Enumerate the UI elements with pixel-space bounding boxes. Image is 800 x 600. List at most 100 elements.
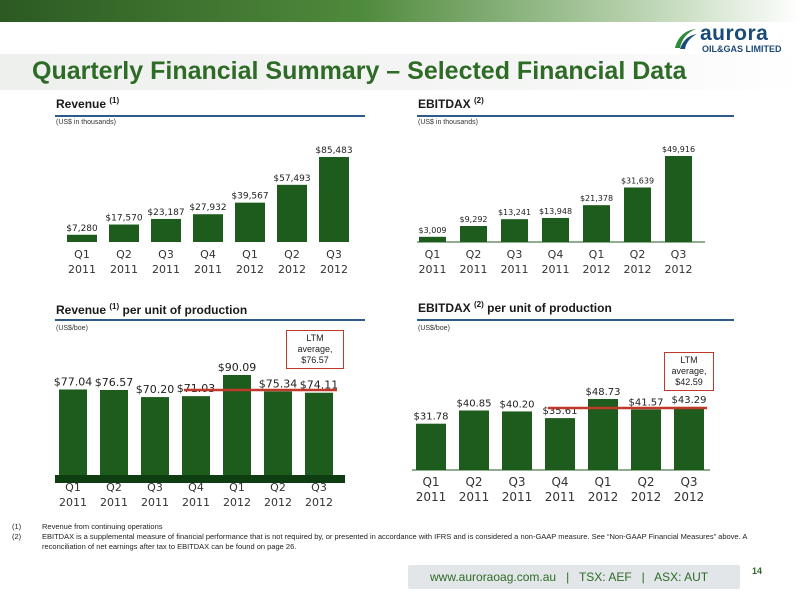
- data-label-3: $71.03: [177, 382, 216, 395]
- ebitdax-ltm-line1: LTM: [680, 355, 698, 365]
- bar-6: [319, 157, 349, 242]
- tick-quarter-2: Q3: [147, 481, 163, 494]
- bar-4: [235, 202, 265, 242]
- tick-quarter-4: Q1: [594, 475, 611, 489]
- data-label-6: $43.29: [672, 395, 707, 406]
- aurora-swoosh-logo-icon: [675, 29, 697, 49]
- bar-2: [501, 219, 528, 242]
- data-label-3: $13,948: [539, 207, 572, 216]
- tick-year-3: 2011: [542, 263, 570, 276]
- footnote-1-text: Revenue from continuing operations: [42, 522, 163, 531]
- page-number: 14: [752, 566, 763, 576]
- tick-year-2: 2011: [152, 263, 180, 276]
- revenue-per-unit-bar-chart: $77.04 Q1 2011 $76.57 Q2 2011 $70.20 Q3 2011 $71.…: [54, 361, 345, 509]
- ebitdax-title-text: EBITDAX: [418, 97, 471, 111]
- bar-5: [277, 184, 307, 242]
- data-label-1: $9,292: [460, 215, 488, 224]
- bar-4: [588, 399, 618, 470]
- bar-1: [459, 410, 489, 470]
- bar-5: [631, 409, 661, 470]
- tick-quarter-0: Q1: [425, 248, 441, 261]
- bar-3: [193, 214, 223, 242]
- tick-year-0: 2011: [68, 263, 96, 276]
- ebitdax-unit-title-text: EBITDAX: [418, 301, 471, 315]
- bar-5: [264, 391, 292, 475]
- revenue-unit-title-footnote: (1): [109, 302, 120, 311]
- revenue-ltm-line2: average,: [297, 344, 333, 354]
- ebitdax-ltm-callout: LTM average, $42.59: [664, 352, 714, 391]
- tick-quarter-5: Q2: [637, 475, 654, 489]
- tick-year-2: 2011: [501, 263, 529, 276]
- ebitdax-ltm-line3: $42.59: [675, 377, 703, 387]
- footer-bar: [408, 565, 740, 589]
- data-label-2: $23,187: [147, 208, 184, 218]
- revenue-unit-title-rule: [55, 319, 365, 321]
- tick-year-0: 2011: [59, 496, 87, 509]
- ebitdax-panel-title: EBITDAX (2): [418, 96, 484, 111]
- ebitdax-bar-chart: $3,009 Q1 2011 $9,292 Q2 2011 $13,241 Q3 2011 $13…: [417, 145, 705, 276]
- tick-year-4: 2012: [583, 263, 611, 276]
- footnote-2-number: (2): [12, 532, 22, 541]
- tick-year-0: 2011: [419, 263, 447, 276]
- bar-6: [674, 406, 704, 470]
- tick-year-5: 2012: [631, 490, 662, 504]
- revenue-title-footnote: (1): [109, 96, 120, 105]
- data-label-0: $31.78: [414, 412, 449, 423]
- data-label-2: $40.20: [500, 399, 535, 410]
- tick-quarter-3: Q4: [551, 475, 568, 489]
- tick-year-3: 2011: [194, 263, 222, 276]
- tick-year-4: 2012: [588, 490, 619, 504]
- tick-quarter-5: Q2: [630, 248, 646, 261]
- revenue-ltm-line1: LTM: [306, 333, 324, 343]
- data-label-0: $77.04: [54, 375, 93, 388]
- tick-quarter-1: Q2: [466, 248, 482, 261]
- bar-5: [624, 187, 651, 242]
- revenue-panel-title: Revenue (1): [56, 96, 119, 111]
- data-label-2: $70.20: [136, 383, 175, 396]
- tick-year-5: 2012: [264, 496, 292, 509]
- revenue-title-text: Revenue: [56, 97, 107, 111]
- footnote-2-text: EBITDAX is a supplemental measure of fin…: [42, 532, 747, 551]
- ebitdax-title-footnote: (2): [474, 96, 484, 105]
- ebitdax-unit-label: (US$ in thousands): [418, 119, 478, 126]
- footnote-1-number: (1): [12, 522, 22, 531]
- ebitdax-unit-unit-label: (US$/boe): [418, 325, 450, 332]
- data-label-4: $21,378: [580, 194, 613, 203]
- bar-4: [223, 375, 251, 475]
- tick-quarter-6: Q3: [311, 481, 327, 494]
- bar-1: [100, 390, 128, 475]
- bar-1: [109, 224, 139, 242]
- data-label-6: $85,483: [315, 146, 352, 156]
- tick-year-4: 2012: [236, 263, 264, 276]
- ebitdax-unit-title-footnote: (2): [474, 300, 484, 309]
- bar-6: [665, 156, 692, 242]
- tick-year-6: 2012: [665, 263, 693, 276]
- chart-base-strip: [55, 475, 345, 483]
- bar-2: [151, 218, 181, 242]
- tick-quarter-5: Q2: [284, 248, 300, 261]
- data-label-5: $75.34: [259, 377, 298, 390]
- tick-quarter-0: Q1: [422, 475, 439, 489]
- tick-year-5: 2012: [278, 263, 306, 276]
- ebitdax-unit-title-rule: [417, 319, 734, 321]
- header-band: [0, 0, 800, 22]
- data-label-1: $17,570: [105, 214, 142, 224]
- revenue-unit-unit-label: (US$/boe): [56, 325, 88, 332]
- ebitdax-per-unit-bar-chart: $31.78Q12011$40.85Q22011$40.20Q32011$35.…: [412, 387, 710, 504]
- revenue-unit-title-text: Revenue: [56, 303, 107, 317]
- footer-links[interactable]: www.auroraoag.com.au | TSX: AEF | ASX: A…: [430, 570, 709, 584]
- logo-brand: aurora: [700, 22, 769, 45]
- data-label-6: $74.11: [300, 379, 339, 392]
- tick-year-2: 2011: [141, 496, 169, 509]
- tick-quarter-1: Q2: [106, 481, 122, 494]
- title-band: [0, 54, 800, 90]
- data-label-4: $39,567: [231, 192, 268, 202]
- bar-3: [182, 396, 210, 475]
- tick-year-0: 2011: [416, 490, 447, 504]
- tick-quarter-2: Q3: [507, 248, 523, 261]
- tick-quarter-0: Q1: [65, 481, 81, 494]
- ebitdax-ltm-line2: average,: [671, 366, 707, 376]
- tick-year-1: 2011: [459, 490, 490, 504]
- data-label-3: $27,932: [189, 203, 226, 213]
- tick-year-5: 2012: [624, 263, 652, 276]
